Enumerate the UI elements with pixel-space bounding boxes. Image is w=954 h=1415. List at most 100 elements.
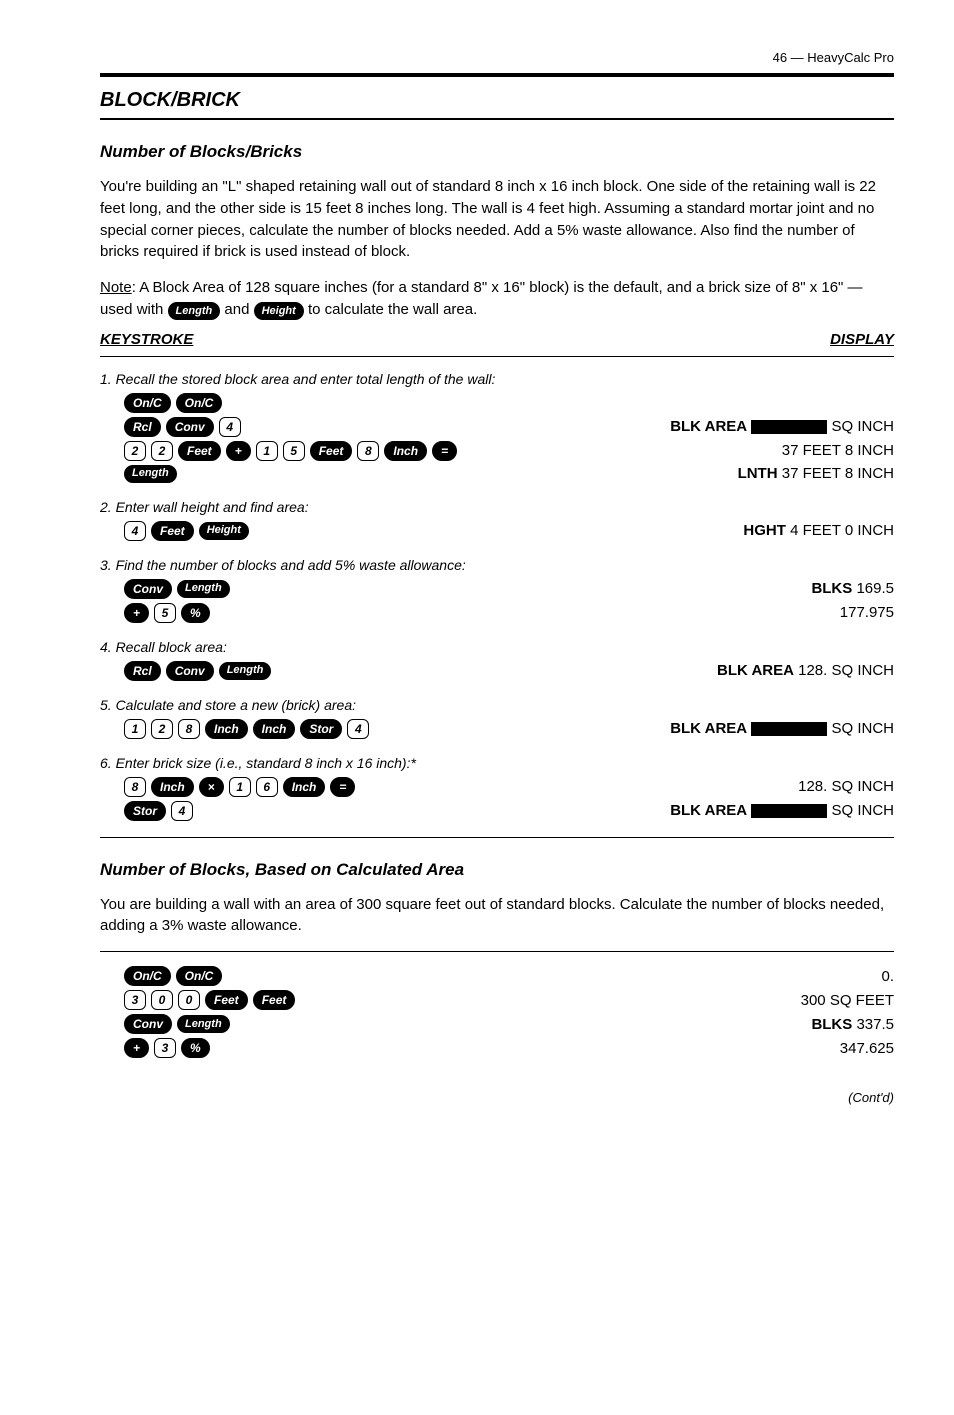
- step-label: 3. Find the number of blocks and add 5% …: [100, 557, 894, 573]
- key-sequence: Conv Length: [100, 1014, 230, 1034]
- key-4: 4: [171, 801, 193, 821]
- display-result: 177.975: [724, 604, 894, 621]
- key-feet: Feet: [151, 521, 194, 541]
- note-text-2: and: [220, 301, 253, 318]
- key-2: 2: [124, 441, 146, 461]
- example1-heading: Number of Blocks/Bricks: [100, 142, 894, 162]
- example1-steps: 1. Recall the stored block area and ente…: [100, 371, 894, 821]
- key-line: 128InchInchStor4BLK AREA SQ INCH: [100, 719, 894, 739]
- key-conv: Conv: [166, 417, 214, 437]
- key-line: Stor4 BLK AREA SQ INCH: [100, 801, 894, 821]
- key--: %: [181, 1038, 210, 1058]
- display-result: 128. SQ INCH: [724, 778, 894, 795]
- page-number: 46 — HeavyCalc Pro: [100, 50, 894, 65]
- key-5: 5: [283, 441, 305, 461]
- key-rcl: Rcl: [124, 417, 161, 437]
- keystroke-header: KEYSTROKE: [100, 331, 830, 348]
- key-line: RclConvLengthBLK AREA 128. SQ INCH: [100, 661, 894, 681]
- key-1: 1: [229, 777, 251, 797]
- key-sequence: Length: [100, 465, 177, 483]
- key-sequence: 4Feet Height: [100, 521, 249, 541]
- display-result: LNTH 37 FEET 8 INCH: [724, 465, 894, 482]
- key-line: ConvLengthBLKS 169.5: [100, 579, 894, 599]
- key-line: 8Inch×16Inch=128. SQ INCH: [100, 777, 894, 797]
- key--: %: [181, 603, 210, 623]
- display-result: BLK AREA SQ INCH: [670, 418, 894, 435]
- key-on-c: On/C: [176, 393, 223, 413]
- key-conv: Conv: [124, 579, 172, 599]
- display-result: 37 FEET 8 INCH: [724, 442, 894, 459]
- step-label: 4. Recall block area:: [100, 639, 894, 655]
- key-8: 8: [357, 441, 379, 461]
- key-stor: Stor: [124, 801, 166, 821]
- key-6: 6: [256, 777, 278, 797]
- step-block: 3. Find the number of blocks and add 5% …: [100, 557, 894, 623]
- key-inch: Inch: [384, 441, 427, 461]
- key-feet: Feet: [253, 990, 296, 1010]
- key-sequence: 128InchInchStor4: [100, 719, 369, 739]
- key-sequence: +3%: [100, 1038, 210, 1058]
- example2-heading: Number of Blocks, Based on Calculated Ar…: [100, 860, 894, 880]
- key-3: 3: [124, 990, 146, 1010]
- key-3: 3: [154, 1038, 176, 1058]
- key-line: 22Feet+15Feet8Inch=37 FEET 8 INCH: [100, 441, 894, 461]
- key-line: +5% 177.975: [100, 603, 894, 623]
- key-0: 0: [151, 990, 173, 1010]
- key-0: 0: [178, 990, 200, 1010]
- key-inch: Inch: [205, 719, 248, 739]
- section-title: BLOCK/BRICK: [100, 83, 894, 118]
- display-result: BLKS 337.5: [724, 1016, 894, 1033]
- continued-label: (Cont'd): [100, 1090, 894, 1105]
- key-inch: Inch: [253, 719, 296, 739]
- key-line: +3% 347.625: [100, 1038, 894, 1058]
- key-sequence: 300FeetFeet: [100, 990, 295, 1010]
- example2-intro: You are building a wall with an area of …: [100, 894, 894, 938]
- step-block: 1. Recall the stored block area and ente…: [100, 371, 894, 483]
- key-length: Length: [177, 1015, 230, 1033]
- key-line: 4FeetHeightHGHT 4 FEET 0 INCH: [100, 521, 894, 541]
- step-label: 5. Calculate and store a new (brick) are…: [100, 697, 894, 713]
- display-result: 347.625: [724, 1040, 894, 1057]
- display-result: BLK AREA SQ INCH: [670, 802, 894, 819]
- key-length: Length: [124, 465, 177, 483]
- key-sequence: Stor4: [100, 801, 193, 821]
- key-feet: Feet: [310, 441, 353, 461]
- key-length: Length: [219, 662, 272, 680]
- key-height: Height: [199, 522, 249, 540]
- key-sequence: 22Feet+15Feet8Inch=: [100, 441, 457, 461]
- step-block: 5. Calculate and store a new (brick) are…: [100, 697, 894, 739]
- key-feet: Feet: [205, 990, 248, 1010]
- thin-rule-2: [100, 837, 894, 838]
- key-4: 4: [347, 719, 369, 739]
- key--: +: [226, 441, 251, 461]
- key-conv: Conv: [124, 1014, 172, 1034]
- thin-rule-3: [100, 951, 894, 952]
- key-sequence: Conv Length: [100, 579, 230, 599]
- key--: +: [124, 1038, 149, 1058]
- step-label: 2. Enter wall height and find area:: [100, 499, 894, 515]
- rule-bottom: [100, 118, 894, 120]
- key-on-c: On/C: [124, 393, 171, 413]
- key-on-c: On/C: [176, 966, 223, 986]
- key-sequence: RclConv4: [100, 417, 241, 437]
- note-text-3: to calculate the wall area.: [304, 301, 477, 318]
- key-sequence: 8Inch×16Inch=: [100, 777, 355, 797]
- key-sequence: RclConvLength: [100, 661, 271, 681]
- rule-top: [100, 73, 894, 77]
- key-8: 8: [178, 719, 200, 739]
- key-sequence: On/COn/C: [100, 966, 222, 986]
- key-4: 4: [219, 417, 241, 437]
- key-inch: Inch: [151, 777, 194, 797]
- key-sequence: +5%: [100, 603, 210, 623]
- display-header: DISPLAY: [830, 331, 894, 348]
- key-line: Length LNTH 37 FEET 8 INCH: [100, 465, 894, 483]
- key-4: 4: [124, 521, 146, 541]
- key-length: Length: [177, 580, 230, 598]
- step-block: 6. Enter brick size (i.e., standard 8 in…: [100, 755, 894, 821]
- thin-rule-1: [100, 356, 894, 357]
- key-sequence: On/COn/C: [100, 393, 222, 413]
- key-feet: Feet: [178, 441, 221, 461]
- key-line: On/COn/C0.: [100, 966, 894, 986]
- length-key-inline: Length: [168, 302, 221, 320]
- key-line: 300FeetFeet300 SQ FEET: [100, 990, 894, 1010]
